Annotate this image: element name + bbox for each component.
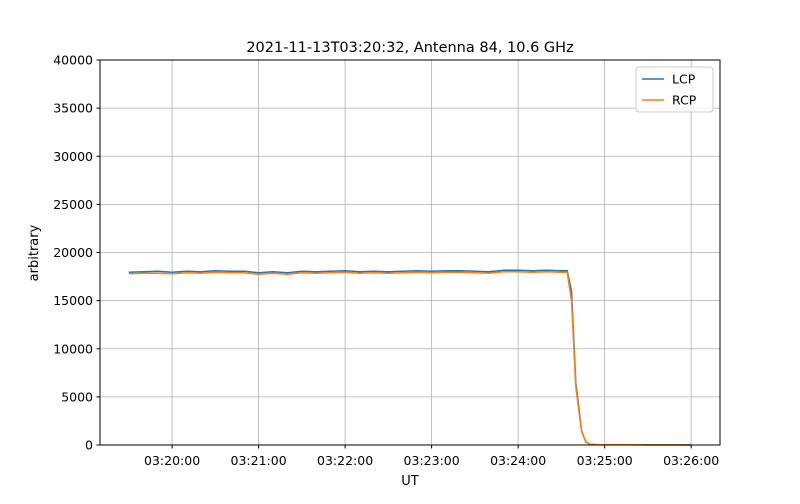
legend-label-lcp: LCP [672, 72, 696, 87]
y-tick-label: 20000 [53, 245, 93, 260]
x-tick-label: 03:24:00 [490, 453, 546, 468]
x-tick-label: 03:20:00 [144, 453, 200, 468]
series-lines [128, 269, 692, 446]
x-tick-label: 03:23:00 [404, 453, 460, 468]
x-tick-label: 03:25:00 [577, 453, 633, 468]
x-tick-label: 03:26:00 [663, 453, 719, 468]
grid [100, 59, 720, 446]
series-line-lcp [128, 269, 692, 446]
ticks: 0 5000 10000 15000 20000 25000 30000 35000 40000… [53, 53, 719, 469]
x-tick-label: 03:21:00 [231, 453, 287, 468]
y-tick-label: 0 [85, 438, 93, 453]
x-axis-label: UT [401, 474, 419, 489]
y-tick-label: 40000 [53, 53, 93, 68]
y-tick-label: 30000 [53, 149, 93, 164]
y-tick-label: 15000 [53, 293, 93, 308]
legend: LCP RCP [635, 66, 714, 113]
series-line-rcp [128, 271, 692, 446]
legend-label-rcp: RCP [672, 93, 697, 108]
y-tick-label: 35000 [53, 101, 93, 116]
x-tick-label: 03:22:00 [317, 453, 373, 468]
chart-title: 2021-11-13T03:20:32, Antenna 84, 10.6 GH… [246, 40, 573, 56]
y-tick-label: 10000 [53, 341, 93, 356]
y-axis-label: arbitrary [27, 224, 42, 281]
y-tick-label: 25000 [53, 197, 93, 212]
y-tick-label: 5000 [61, 389, 93, 404]
